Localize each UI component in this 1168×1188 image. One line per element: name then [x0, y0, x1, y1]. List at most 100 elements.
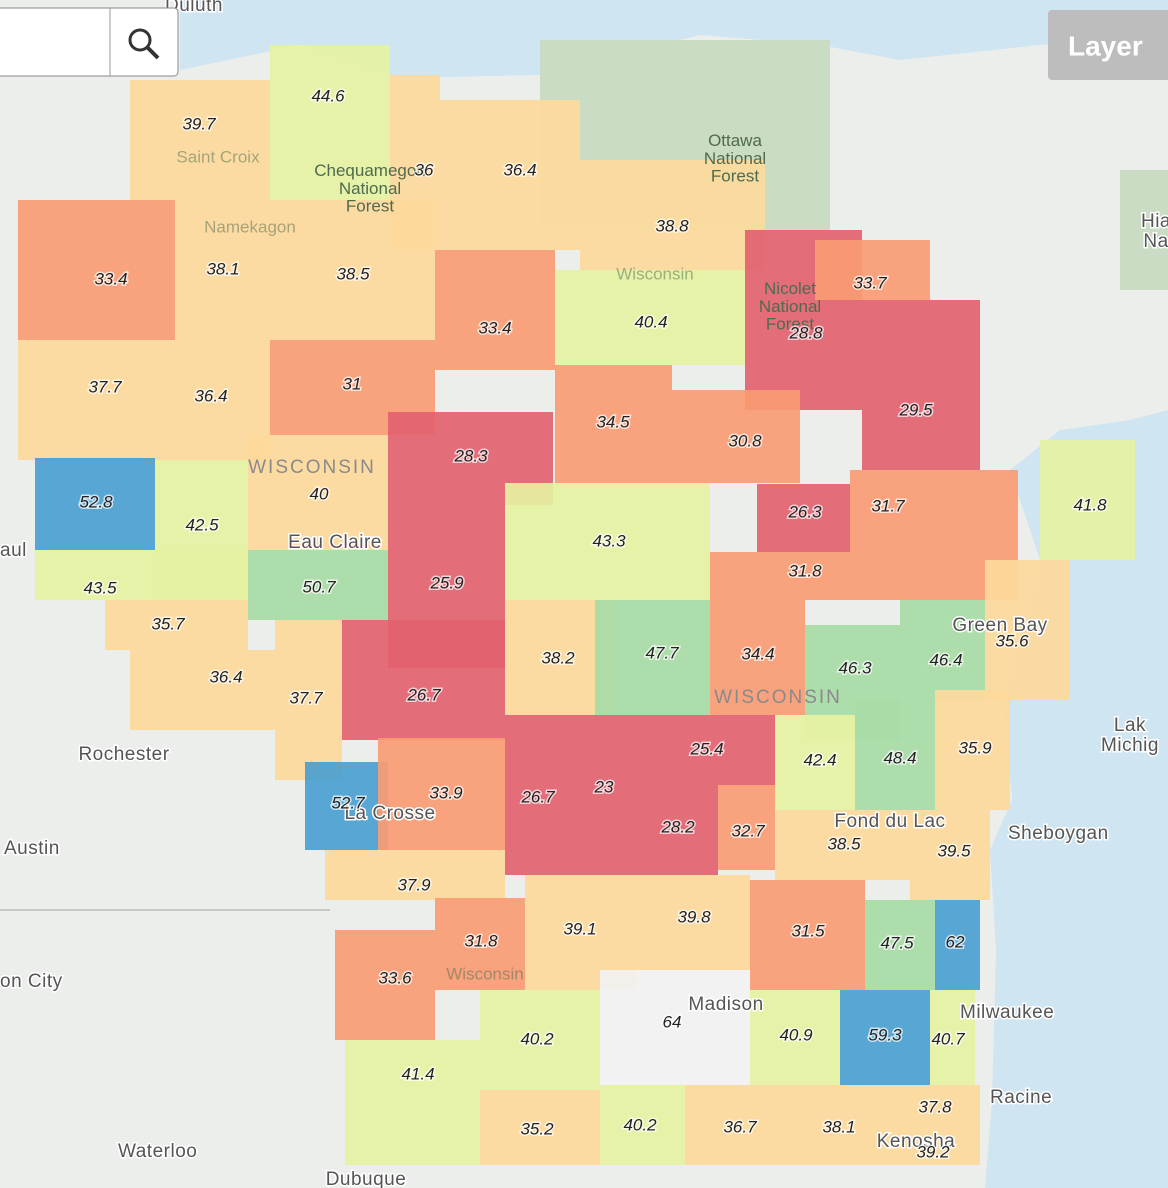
county-value: 46.3 — [838, 658, 872, 677]
county — [248, 550, 388, 620]
county — [345, 1040, 480, 1165]
place-label-line: Na — [1143, 231, 1168, 252]
layer-button-bg[interactable] — [1048, 10, 1168, 80]
county — [862, 300, 980, 470]
county — [685, 1085, 795, 1165]
county — [750, 880, 865, 990]
county-value: 38.5 — [827, 834, 861, 853]
county — [865, 900, 935, 990]
county — [305, 762, 388, 850]
county-value: 34.4 — [741, 644, 774, 663]
place-label: Green Bay — [952, 615, 1047, 636]
search-input[interactable] — [0, 7, 179, 77]
place-label: La Crosse — [344, 803, 435, 824]
county-value: 36.4 — [209, 667, 242, 686]
place-label-line: Nicolet — [764, 279, 816, 298]
place-label: Sheboygan — [1008, 823, 1109, 844]
county — [175, 200, 270, 340]
county — [325, 850, 505, 900]
place-label: Milwaukee — [960, 1002, 1054, 1023]
county-value: 23 — [594, 777, 614, 796]
county — [930, 990, 975, 1085]
county — [795, 1085, 910, 1165]
county-value: 37.7 — [88, 377, 122, 396]
place-label: Ottawa National Forest — [704, 131, 766, 186]
county-value: 33.6 — [378, 968, 412, 987]
county-value: 33.4 — [478, 318, 511, 337]
county — [637, 785, 718, 875]
place-label-line: Hia — [1141, 211, 1168, 232]
place-label: Hia Na — [1141, 211, 1168, 252]
place-label: WISCONSIN — [714, 687, 842, 708]
county — [480, 990, 600, 1090]
county-label-layer: 39.7 44.6 36 36.4 38.8 33.4 38.1 38.5 33.4 40.4 28… — [78, 85, 1109, 1163]
county-value: 35.6 — [995, 631, 1029, 650]
county — [440, 100, 580, 250]
county-value: 38.2 — [541, 648, 575, 667]
county — [910, 1130, 980, 1165]
county-value: 59.3 — [868, 1025, 902, 1044]
place-label-line: Forest — [346, 197, 394, 216]
county-value: 31 — [343, 374, 362, 393]
place-label: on City — [0, 971, 63, 992]
county-value: 26.3 — [787, 502, 822, 521]
place-label: Namekagon — [204, 217, 296, 236]
county-value: 48.4 — [883, 748, 916, 767]
county-value: 39.8 — [677, 907, 711, 926]
county — [775, 715, 855, 810]
county — [18, 340, 155, 460]
county-value: 38.8 — [655, 216, 689, 235]
county — [248, 435, 388, 550]
place-label-line: National — [759, 297, 821, 316]
place-label: Waterloo — [118, 1141, 197, 1162]
place-label: Saint Croix — [176, 147, 260, 166]
layer-button[interactable]: Layer — [1048, 10, 1168, 80]
county-value: 52.8 — [79, 492, 113, 511]
county — [275, 620, 342, 780]
county-value: 39.1 — [563, 919, 596, 938]
place-label: Nicolet National Forest — [759, 279, 821, 334]
county — [580, 160, 765, 270]
county-value: 41.8 — [1073, 495, 1107, 514]
place-label: Duluth — [165, 0, 223, 16]
county-value: 29.5 — [898, 400, 933, 419]
county-value: 50.7 — [302, 577, 336, 596]
county — [505, 715, 570, 875]
county-value: 37.9 — [397, 875, 431, 894]
search-box[interactable] — [0, 7, 179, 77]
county — [710, 600, 805, 715]
county — [18, 200, 175, 340]
county-value: 52.7 — [331, 793, 365, 812]
county — [600, 970, 750, 1085]
place-label: WISCONSIN — [248, 457, 376, 478]
county-value: 25.4 — [689, 739, 723, 758]
county — [35, 550, 248, 600]
county — [935, 690, 1010, 810]
county — [105, 600, 248, 650]
place-label: Lak Michig — [1101, 715, 1159, 756]
county-value: 36 — [415, 160, 434, 179]
county-value: 42.5 — [185, 515, 219, 534]
county — [555, 365, 672, 483]
county — [637, 875, 750, 970]
place-label: Austin — [4, 838, 60, 859]
place-label-line: National — [704, 149, 766, 168]
county — [335, 930, 435, 1040]
county-value: 40 — [310, 484, 329, 503]
county-layer — [18, 45, 1135, 1165]
layer-button-label[interactable]: Layer — [1068, 30, 1143, 61]
county — [900, 600, 985, 700]
county — [35, 458, 155, 550]
county — [570, 715, 637, 875]
county — [555, 270, 745, 365]
county — [910, 1085, 980, 1130]
search-icon-handle — [145, 45, 160, 60]
county-value: 38.1 — [206, 259, 239, 278]
county — [130, 80, 270, 200]
county — [342, 620, 505, 740]
county-value: 36.4 — [503, 160, 536, 179]
county-value: 39.5 — [937, 841, 971, 860]
search-icon[interactable] — [128, 28, 152, 52]
